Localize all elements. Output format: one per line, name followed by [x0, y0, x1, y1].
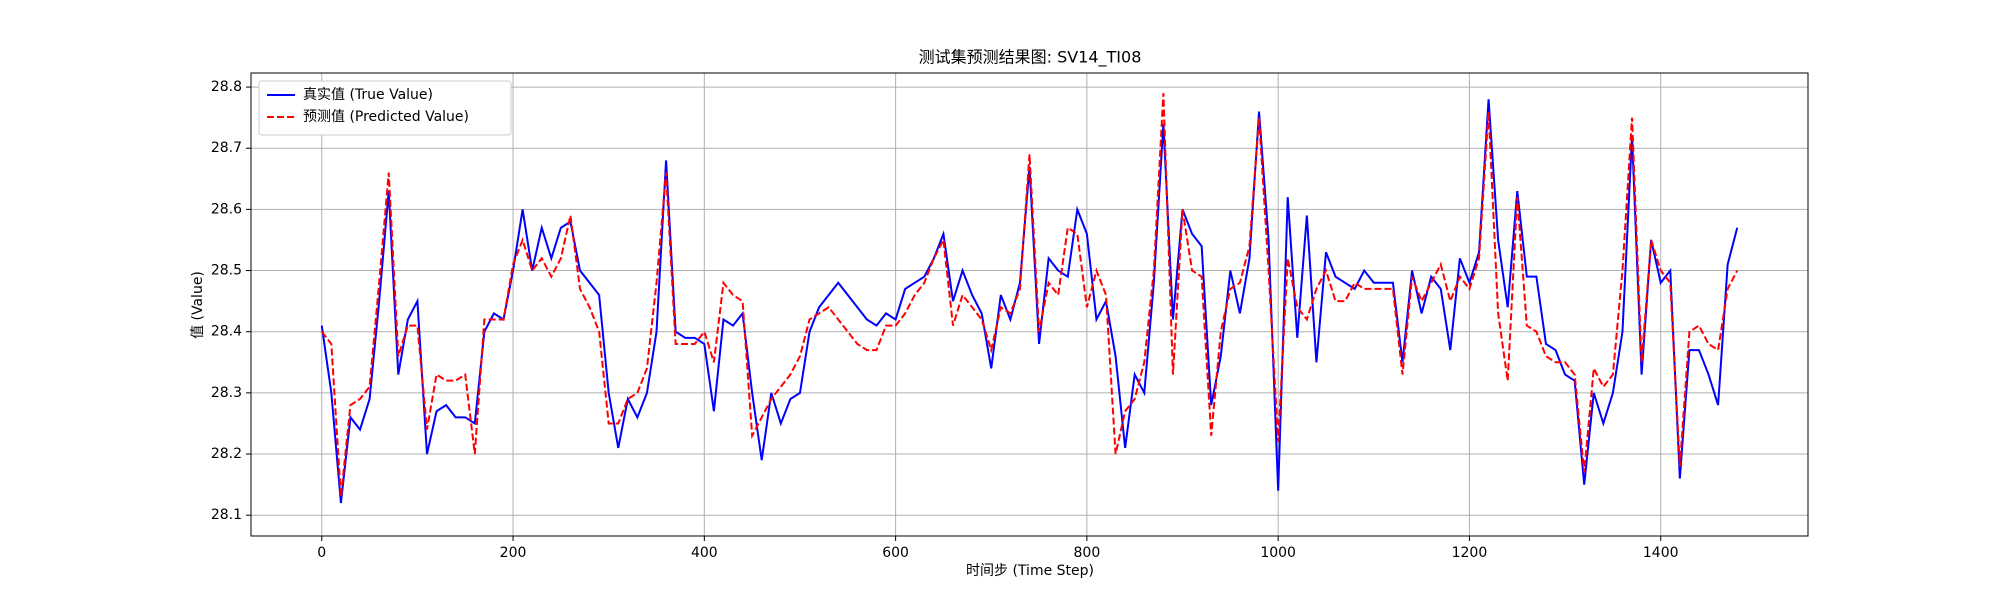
x-tick-label: 1200 — [1452, 545, 1488, 561]
y-tick-label: 28.1 — [211, 507, 242, 523]
y-tick-label: 28.6 — [211, 201, 242, 217]
y-tick-label: 28.5 — [211, 263, 242, 279]
y-tick-label: 28.4 — [211, 324, 242, 340]
legend-box — [258, 80, 512, 136]
legend-label: 预测值 (Predicted Value) — [303, 109, 469, 125]
plot-frame — [250, 72, 1809, 537]
y-tick-label: 28.7 — [211, 140, 242, 156]
series-line — [320, 93, 1739, 497]
y-tick-label: 28.3 — [211, 385, 242, 401]
y-axis-label: 值 (Value) — [190, 271, 206, 339]
x-tick-label: 200 — [500, 545, 527, 561]
legend: 真实值 (True Value) 预测值 (Predicted Value) — [258, 80, 512, 136]
y-tick-label: 28.2 — [211, 446, 242, 462]
x-axis-label: 时间步 (Time Step) — [966, 563, 1094, 579]
legend-label: 真实值 (True Value) — [303, 87, 433, 103]
x-tick-label: 800 — [1074, 545, 1101, 561]
x-tick-label: 1400 — [1643, 545, 1679, 561]
x-tick-label: 400 — [691, 545, 718, 561]
x-tick-label: 0 — [317, 545, 326, 561]
x-tick-label: 1000 — [1260, 545, 1296, 561]
y-tick-label: 28.8 — [211, 79, 242, 95]
chart-title: 测试集预测结果图: SV14_TI08 — [919, 48, 1142, 68]
x-tick-label: 600 — [882, 545, 909, 561]
